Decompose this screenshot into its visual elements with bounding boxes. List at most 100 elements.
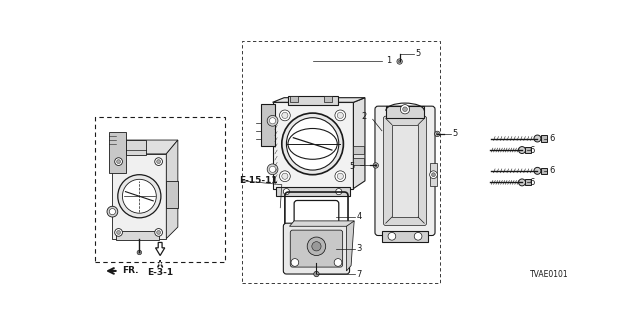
Bar	[382, 231, 428, 242]
Circle shape	[518, 179, 525, 186]
Polygon shape	[353, 98, 365, 188]
Bar	[95, 117, 225, 262]
Circle shape	[116, 230, 120, 234]
Circle shape	[155, 228, 163, 236]
Bar	[525, 179, 531, 186]
Polygon shape	[113, 140, 178, 154]
FancyBboxPatch shape	[284, 223, 349, 274]
Text: 6: 6	[550, 166, 555, 175]
Circle shape	[312, 242, 321, 251]
Circle shape	[436, 133, 438, 135]
Circle shape	[155, 158, 163, 165]
Text: 6: 6	[530, 178, 535, 187]
Bar	[431, 163, 436, 186]
Circle shape	[269, 166, 276, 172]
Text: 5: 5	[349, 162, 354, 171]
Circle shape	[267, 116, 278, 126]
Bar	[276, 187, 349, 196]
Polygon shape	[113, 154, 166, 239]
Bar	[273, 102, 353, 188]
Circle shape	[157, 230, 161, 234]
Circle shape	[115, 228, 122, 236]
Text: 7: 7	[356, 269, 362, 278]
Circle shape	[282, 113, 344, 175]
Bar	[353, 146, 364, 154]
Text: TVAE0101: TVAE0101	[530, 270, 568, 279]
Circle shape	[337, 112, 344, 118]
Circle shape	[414, 232, 422, 240]
Bar	[116, 231, 159, 240]
Bar	[541, 135, 547, 141]
Polygon shape	[346, 221, 354, 271]
Text: FR.: FR.	[122, 267, 138, 276]
FancyBboxPatch shape	[291, 230, 342, 267]
Circle shape	[534, 135, 541, 142]
Bar	[386, 106, 424, 118]
Bar	[242, 41, 440, 283]
Circle shape	[334, 259, 342, 266]
Circle shape	[388, 232, 396, 240]
Text: E-3-1: E-3-1	[147, 268, 173, 277]
Circle shape	[287, 118, 339, 170]
Bar	[525, 147, 531, 153]
Bar	[126, 140, 147, 156]
Circle shape	[118, 175, 161, 218]
Circle shape	[335, 171, 346, 182]
Circle shape	[397, 59, 403, 64]
Text: 5: 5	[416, 49, 421, 58]
Circle shape	[399, 60, 401, 63]
Circle shape	[280, 171, 291, 182]
Circle shape	[337, 173, 344, 179]
Circle shape	[267, 164, 278, 175]
Text: 6: 6	[550, 134, 555, 143]
Circle shape	[282, 112, 288, 118]
Circle shape	[336, 188, 342, 195]
Polygon shape	[289, 221, 354, 226]
Polygon shape	[166, 140, 178, 239]
Bar	[288, 96, 338, 105]
Text: 5: 5	[452, 129, 458, 138]
Circle shape	[401, 105, 410, 114]
FancyBboxPatch shape	[375, 106, 435, 236]
Circle shape	[314, 271, 319, 277]
Polygon shape	[156, 243, 164, 256]
Circle shape	[291, 259, 299, 266]
Circle shape	[280, 110, 291, 121]
Text: 1: 1	[386, 56, 391, 65]
Bar	[353, 158, 364, 165]
Circle shape	[282, 173, 288, 179]
Circle shape	[335, 110, 346, 121]
Circle shape	[157, 160, 161, 164]
Circle shape	[374, 164, 377, 167]
Circle shape	[122, 179, 156, 213]
Circle shape	[403, 107, 407, 112]
Circle shape	[137, 250, 141, 255]
Circle shape	[431, 173, 435, 177]
Circle shape	[107, 206, 118, 217]
Text: E-15-11: E-15-11	[239, 176, 278, 185]
Circle shape	[373, 163, 378, 168]
Bar	[392, 124, 418, 217]
Polygon shape	[273, 98, 365, 102]
Circle shape	[429, 171, 437, 179]
Text: 4: 4	[356, 212, 362, 221]
Circle shape	[284, 188, 289, 195]
Text: 6: 6	[530, 146, 535, 155]
Circle shape	[307, 237, 326, 256]
Circle shape	[518, 147, 525, 154]
FancyBboxPatch shape	[383, 116, 427, 226]
Circle shape	[116, 160, 120, 164]
Circle shape	[534, 167, 541, 174]
Circle shape	[269, 118, 276, 124]
Text: 2: 2	[361, 112, 367, 121]
Circle shape	[435, 131, 440, 137]
Bar	[166, 181, 178, 208]
Circle shape	[109, 209, 115, 215]
Bar	[541, 168, 547, 174]
Bar	[324, 96, 332, 102]
Text: 3: 3	[356, 244, 362, 253]
Circle shape	[115, 158, 122, 165]
Bar	[291, 96, 298, 102]
Bar	[261, 104, 275, 146]
Polygon shape	[109, 132, 126, 173]
